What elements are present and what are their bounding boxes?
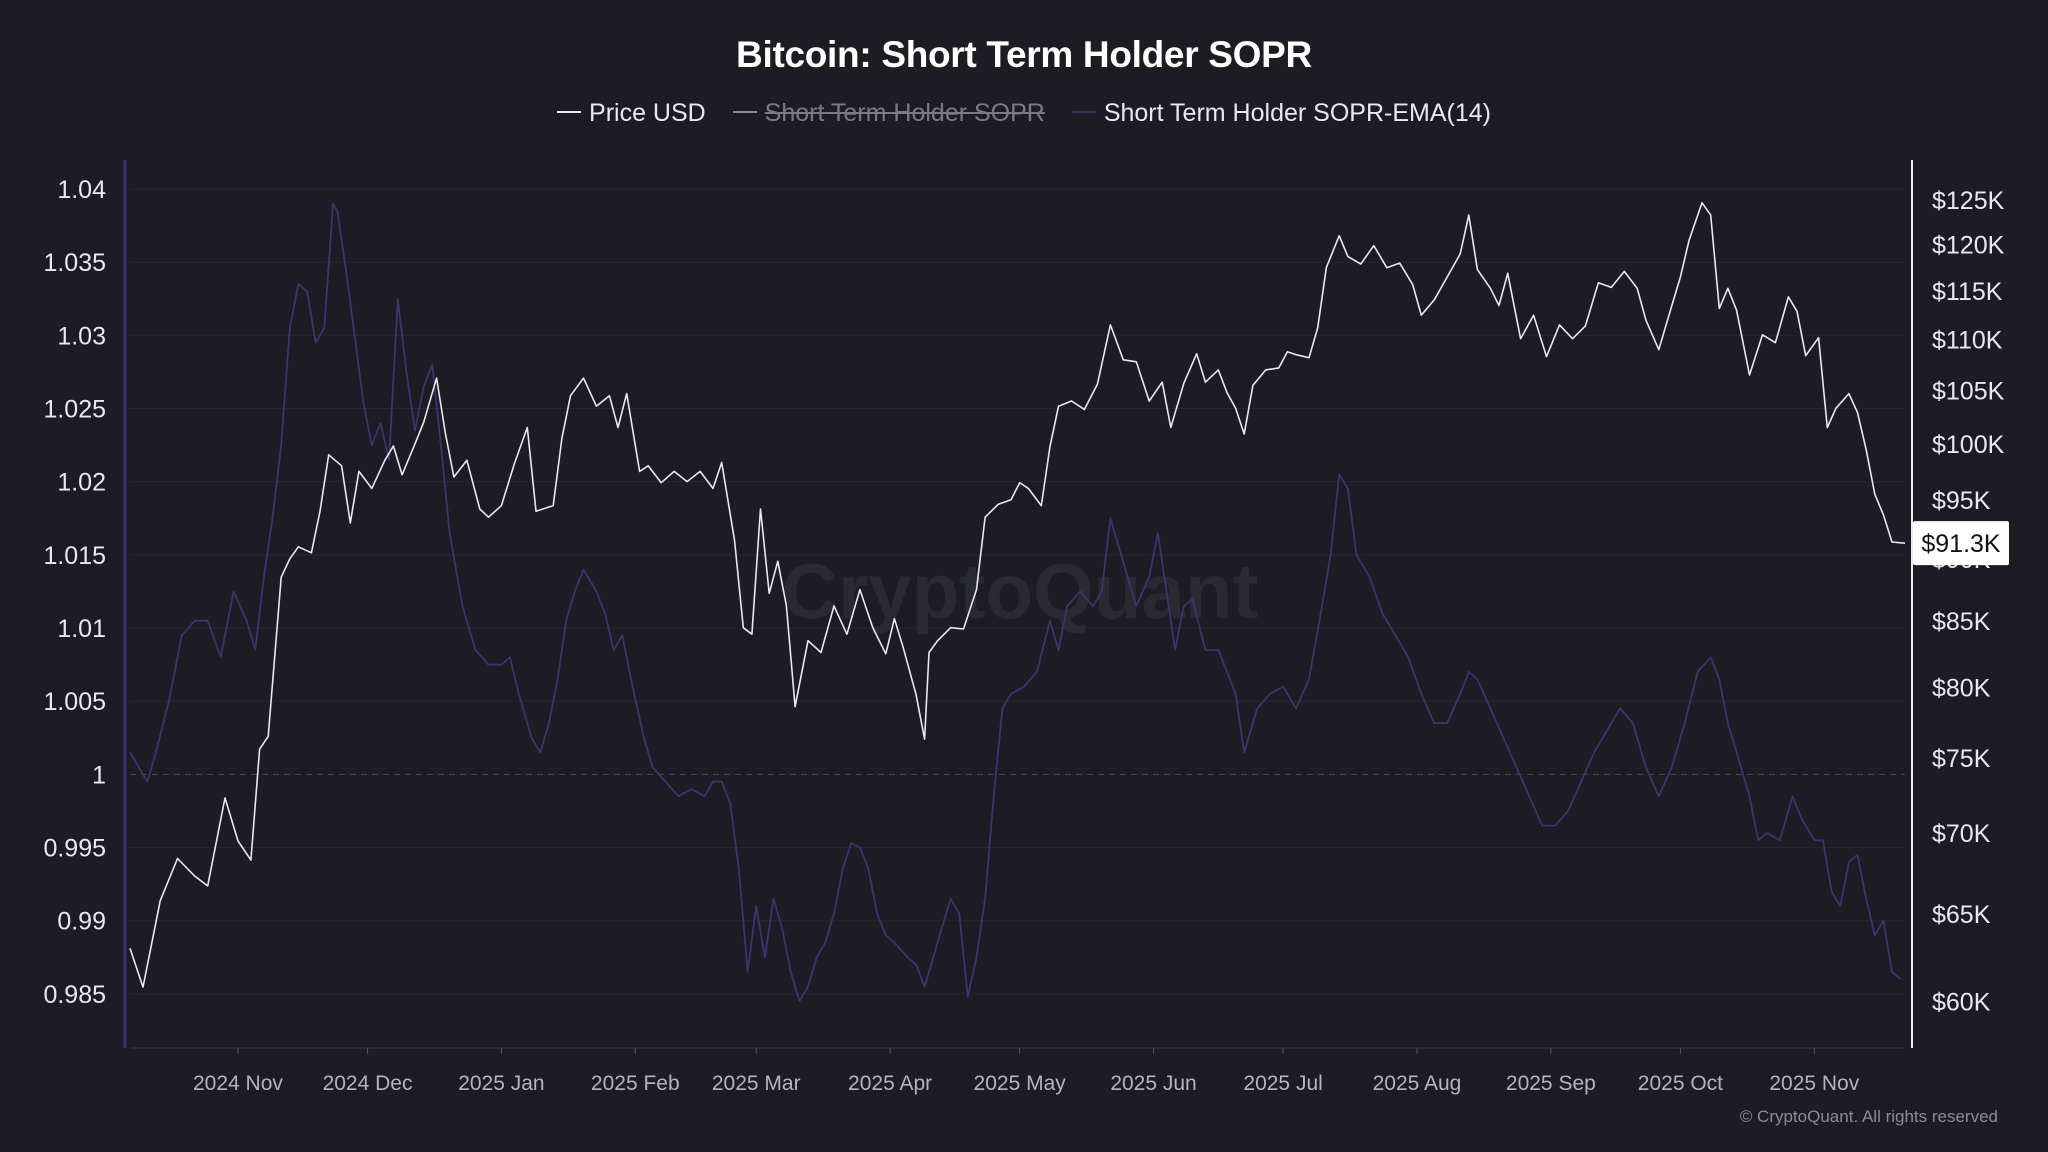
left-tick-label: 0.99 (57, 908, 106, 936)
left-tick-label: 1.015 (43, 542, 106, 570)
last-value-marker: $91.3K (1913, 521, 2009, 566)
right-tick-label: $110K (1932, 327, 2003, 355)
legend-item-sth-sopr[interactable]: Short Term Holder SOPR (732, 99, 1045, 128)
x-tick-label: 2024 Dec (323, 1072, 413, 1095)
x-tick-label: 2025 Oct (1638, 1072, 1723, 1095)
grid-lines (130, 188, 1905, 995)
x-tick-label: 2025 Jul (1243, 1072, 1322, 1095)
last-value-label: $91.3K (1921, 530, 2001, 558)
series-layer (129, 202, 1906, 1003)
x-tick-label: 2025 Jan (458, 1072, 544, 1095)
right-tick-label: $115K (1932, 278, 2003, 306)
series-line-sth-sopr-ema (129, 202, 1902, 1003)
x-tick-label: 2025 Jun (1110, 1072, 1196, 1095)
legend-label: Short Term Holder SOPR (764, 99, 1045, 127)
x-tick-label: 2025 Sep (1506, 1072, 1596, 1095)
left-tick-label: 1.03 (57, 322, 106, 350)
legend-label: Price USD (589, 99, 706, 127)
right-tick-label: $85K (1932, 608, 1991, 636)
right-tick-label: $95K (1932, 487, 1991, 515)
left-tick-label: 1.04 (57, 176, 106, 204)
right-tick-label: $125K (1932, 187, 2005, 215)
x-tick-label: 2025 Aug (1373, 1072, 1462, 1095)
right-tick-label: $80K (1932, 674, 1991, 702)
right-tick-label: $60K (1932, 989, 1991, 1017)
right-tick-label: $65K (1932, 901, 1991, 929)
right-tick-label: $100K (1932, 431, 2005, 459)
legend-swatch-sth-sopr-ema (1071, 111, 1096, 114)
right-tick-label: $75K (1932, 745, 1991, 773)
left-tick-label: 1.025 (43, 396, 106, 424)
x-tick-label: 2025 Apr (848, 1072, 932, 1095)
x-tick-label: 2025 Mar (712, 1072, 801, 1095)
left-tick-label: 1.02 (57, 469, 106, 497)
right-tick-label: $105K (1932, 378, 2005, 406)
legend-item-price-usd[interactable]: Price USD (557, 99, 706, 128)
axis-labels: 0.985 0.99 0.995 1 1.005 1.01 1.015 1.02 1.025 1.… (43, 176, 2004, 1095)
right-tick-label: $120K (1932, 232, 2005, 260)
legend-label: Short Term Holder SOPR-EMA(14) (1103, 99, 1491, 127)
x-tick-label: 2025 Feb (591, 1072, 680, 1095)
legend-item-sth-sopr-ema[interactable]: Short Term Holder SOPR-EMA(14) (1071, 99, 1491, 128)
watermark: CryptoQuant (782, 547, 1259, 635)
right-tick-label: $70K (1932, 820, 1991, 848)
left-tick-label: 1.005 (43, 688, 106, 716)
legend-swatch-sth-sopr (732, 111, 757, 114)
left-tick-label: 0.995 (43, 835, 106, 863)
chart-title: Bitcoin: Short Term Holder SOPR (736, 34, 1312, 75)
left-tick-label: 1 (92, 761, 106, 789)
x-tick-label: 2024 Nov (193, 1072, 283, 1095)
copyright-notice: © CryptoQuant. All rights reserved (1739, 1107, 1998, 1126)
left-tick-label: 1.035 (43, 249, 106, 277)
last-value-box (1913, 521, 2009, 566)
legend-swatch-price-usd (557, 111, 582, 114)
x-tick-label: 2025 May (974, 1072, 1067, 1095)
left-tick-label: 1.01 (57, 615, 106, 643)
chart-legend: Price USD Short Term Holder SOPR Short T… (0, 99, 2048, 128)
left-tick-label: 0.985 (43, 981, 106, 1009)
x-tick-label: 2025 Nov (1769, 1072, 1859, 1095)
series-line-price-usd (129, 202, 1906, 988)
